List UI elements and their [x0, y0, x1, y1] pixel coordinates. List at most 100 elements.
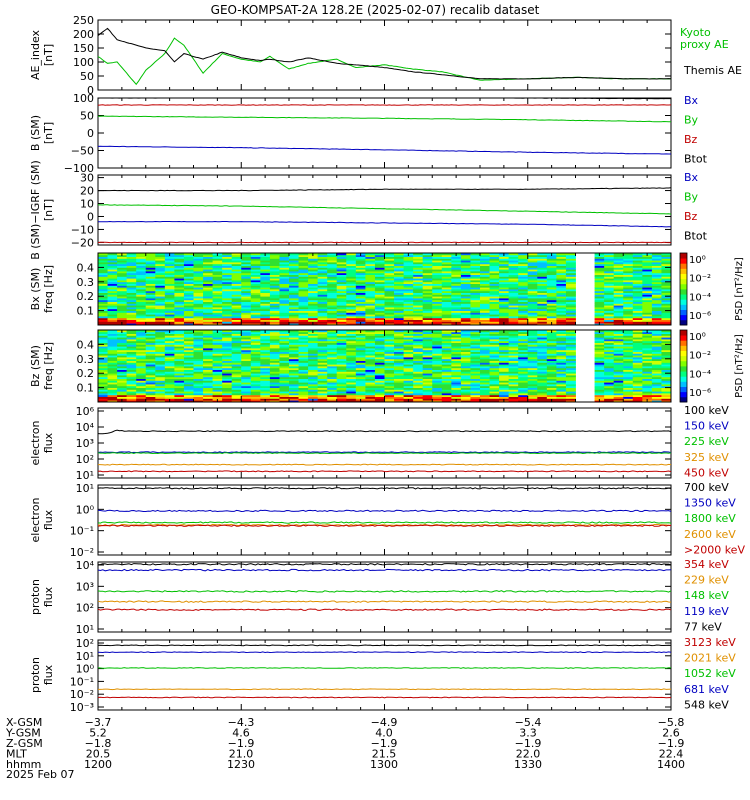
heatmap-cell: [661, 339, 672, 342]
heatmap-cell: [269, 376, 280, 379]
heatmap-cell: [365, 384, 376, 387]
heatmap-cell: [594, 269, 605, 272]
heatmap-cell: [556, 342, 567, 345]
heatmap-cell: [499, 262, 510, 265]
heatmap-cell: [499, 272, 510, 275]
heatmap-cell: [117, 389, 128, 392]
heatmap-cell: [499, 382, 510, 385]
heatmap-cell: [250, 378, 261, 381]
heatmap-cell: [508, 310, 519, 313]
heatmap-cell: [126, 351, 137, 354]
heatmap-cell: [117, 294, 128, 297]
heatmap-cell: [193, 358, 204, 361]
heatmap-cell: [260, 342, 271, 345]
heatmap-cell: [336, 278, 347, 281]
heatmap-cell: [355, 274, 366, 277]
heatmap-cell: [432, 385, 443, 388]
heatmap-cell: [384, 348, 395, 351]
heatmap-cell: [527, 269, 538, 272]
heatmap-cell: [231, 265, 242, 268]
heatmap-cell: [470, 330, 481, 333]
heatmap-cell: [451, 290, 462, 293]
heatmap-cell: [460, 346, 471, 349]
heatmap-cell: [604, 267, 615, 270]
heatmap-cell: [460, 360, 471, 363]
heatmap-cell: [565, 280, 576, 283]
heatmap-cell: [289, 283, 299, 286]
heatmap-cell: [661, 349, 672, 352]
heatmap-cell: [250, 384, 261, 387]
heatmap-cell: [460, 337, 471, 340]
heatmap-cell: [203, 389, 213, 392]
heatmap-cell: [193, 285, 204, 288]
heatmap-cell: [164, 360, 175, 363]
heatmap-cell: [164, 285, 175, 288]
heatmap-cell: [394, 353, 404, 356]
heatmap-cell: [460, 384, 471, 387]
heatmap-cell: [651, 271, 662, 274]
heatmap-cell: [327, 256, 338, 259]
heatmap-cell: [145, 396, 156, 399]
heatmap-cell: [98, 400, 108, 403]
heatmap-cell: [422, 283, 433, 286]
heatmap-cell: [327, 276, 338, 279]
heatmap-cell: [193, 280, 204, 283]
heatmap-cell: [336, 369, 347, 372]
heatmap-cell: [365, 290, 376, 293]
heatmap-cell: [136, 256, 147, 259]
heatmap-cell: [499, 265, 510, 268]
heatmap-cell: [355, 296, 366, 299]
heatmap-cell: [632, 256, 643, 259]
heatmap-cell: [355, 357, 366, 360]
heatmap-cell: [546, 394, 557, 397]
heatmap-cell: [308, 287, 319, 290]
heatmap-cell: [546, 360, 557, 363]
heatmap-cell: [527, 367, 538, 370]
heatmap-cell: [489, 310, 500, 313]
heatmap-cell: [594, 373, 605, 376]
heatmap-cell: [374, 330, 385, 333]
heatmap-cell: [470, 394, 481, 397]
heatmap-cell: [518, 366, 529, 369]
heatmap-cell: [394, 308, 404, 311]
heatmap-cell: [365, 335, 376, 338]
heatmap-cell: [298, 301, 309, 304]
heatmap-cell: [203, 387, 213, 390]
heatmap-cell: [604, 292, 615, 295]
heatmap-cell: [269, 385, 280, 388]
heatmap-cell: [241, 375, 252, 378]
heatmap-cell: [470, 267, 481, 270]
heatmap-cell: [413, 253, 424, 256]
heatmap-cell: [470, 357, 481, 360]
heatmap-cell: [432, 272, 443, 275]
heatmap-cell: [556, 339, 567, 342]
heatmap-cell: [604, 393, 615, 396]
heatmap-cell: [327, 391, 338, 394]
heatmap-cell: [241, 355, 252, 358]
heatmap-cell: [537, 314, 548, 317]
heatmap-cell: [651, 360, 662, 363]
heatmap-cell: [269, 290, 280, 293]
heatmap-cell: [546, 364, 557, 367]
heatmap-cell: [269, 364, 280, 367]
heatmap-cell: [136, 260, 147, 263]
heatmap-cell: [222, 253, 233, 256]
heatmap-cell: [107, 301, 118, 304]
heatmap-cell: [164, 380, 175, 383]
heatmap-cell: [604, 299, 615, 302]
heatmap-cell: [298, 310, 309, 313]
heatmap-cell: [98, 357, 108, 360]
heatmap-cell: [298, 321, 309, 324]
heatmap-cell: [394, 253, 404, 256]
heatmap-cell: [413, 276, 424, 279]
heatmap-cell: [556, 357, 567, 360]
heatmap-cell: [537, 258, 548, 261]
heatmap-cell: [126, 337, 137, 340]
heatmap-cell: [604, 400, 615, 403]
heatmap-cell: [413, 353, 424, 356]
heatmap-cell: [98, 310, 108, 313]
heatmap-cell: [374, 357, 385, 360]
heatmap-cell: [126, 360, 137, 363]
heatmap-cell: [604, 367, 615, 370]
heatmap-cell: [546, 389, 557, 392]
